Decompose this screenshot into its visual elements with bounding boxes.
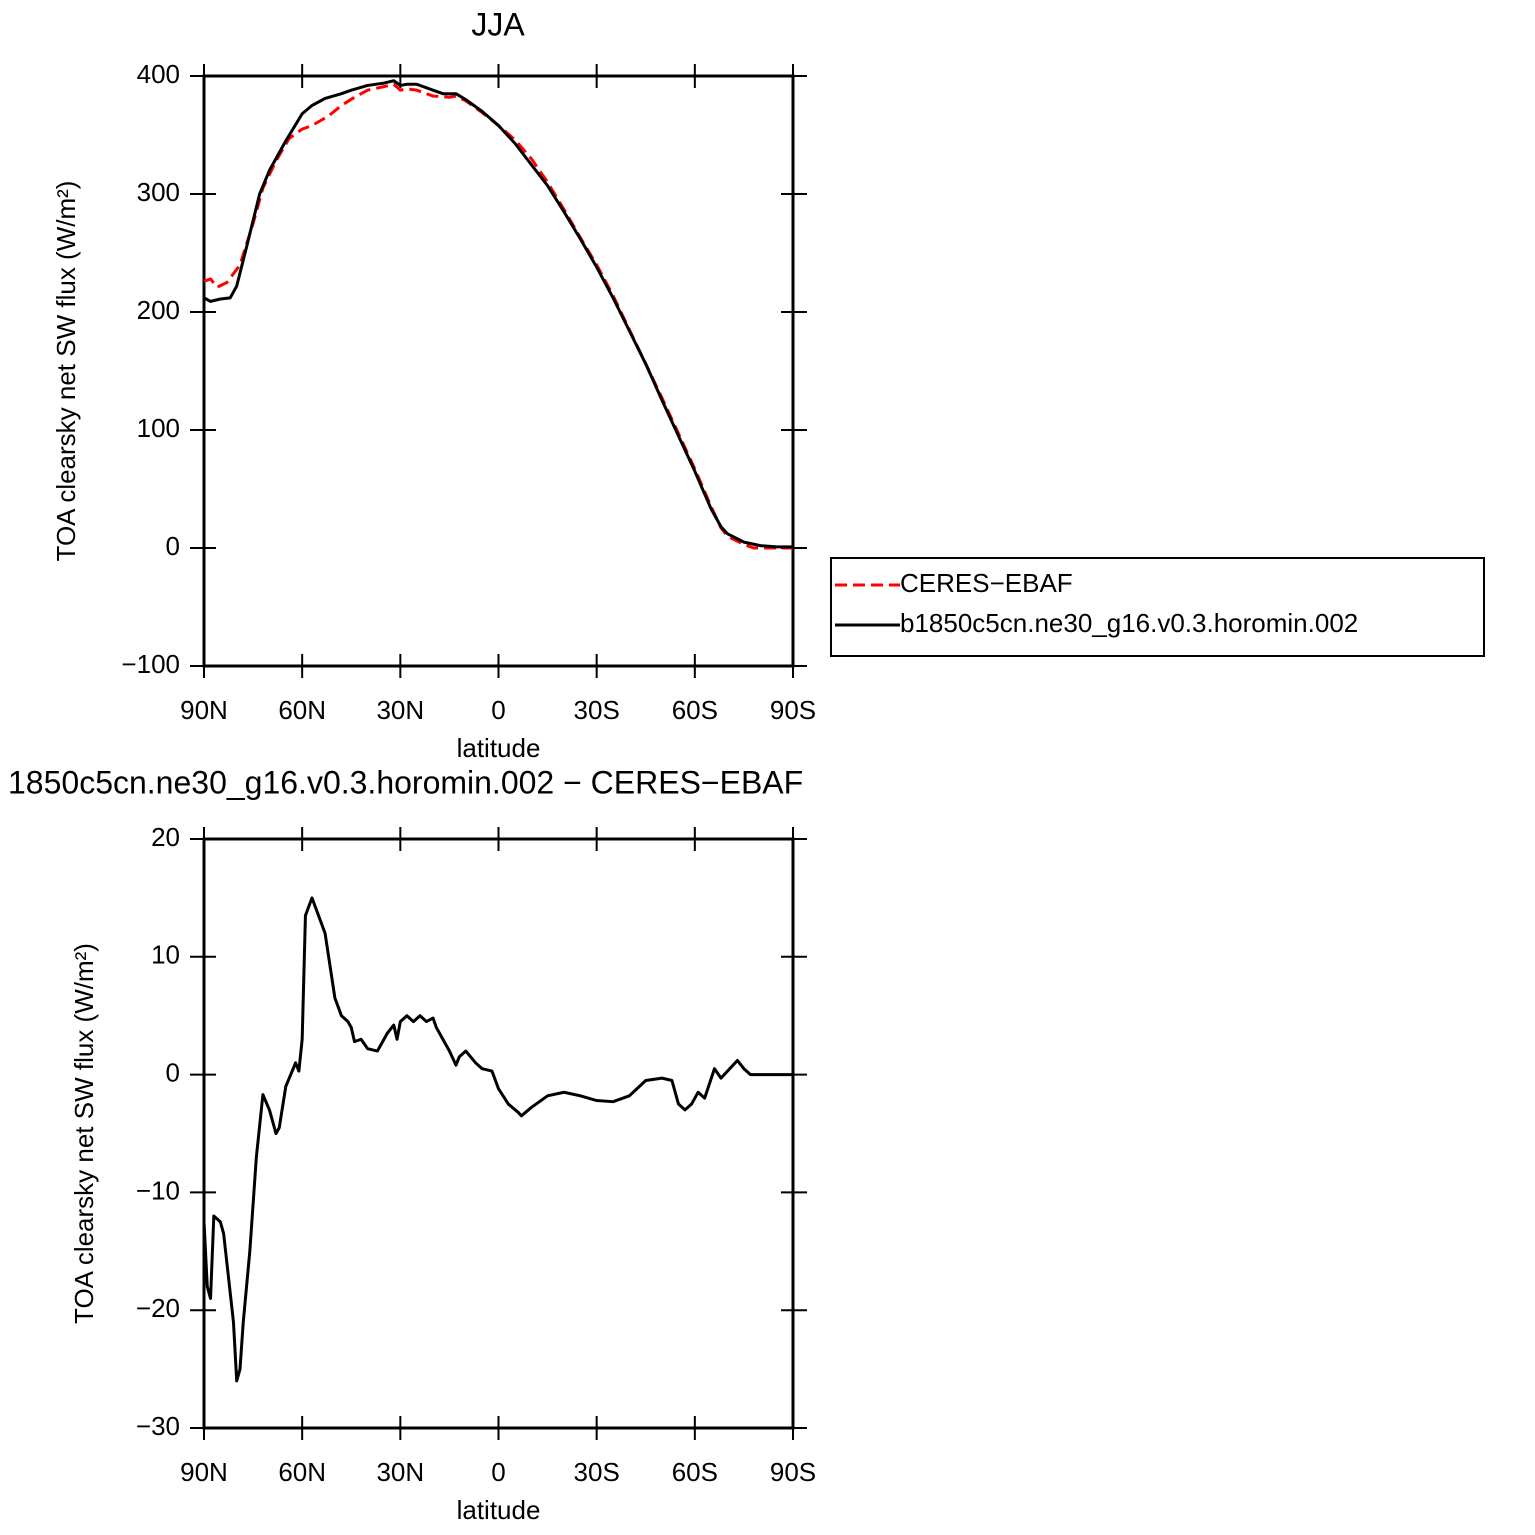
y-tick-label: 100 bbox=[137, 413, 180, 443]
x-tick-label: 90N bbox=[180, 695, 228, 725]
y-tick-label: 10 bbox=[151, 940, 180, 970]
y-tick-label: 300 bbox=[137, 177, 180, 207]
y-axis-label: TOA clearsky net SW flux (W/m²) bbox=[51, 181, 81, 562]
x-tick-label: 60S bbox=[672, 1457, 718, 1487]
x-tick-label: 60N bbox=[278, 1457, 326, 1487]
legend-box bbox=[830, 557, 1485, 657]
y-tick-label: 20 bbox=[151, 822, 180, 852]
x-tick-label: 60S bbox=[672, 695, 718, 725]
y-axis-label: TOA clearsky net SW flux (W/m²) bbox=[69, 943, 99, 1324]
y-tick-label: −10 bbox=[136, 1175, 180, 1205]
x-axis-label: latitude bbox=[457, 733, 541, 763]
x-tick-label: 30N bbox=[376, 695, 424, 725]
y-tick-label: −20 bbox=[136, 1293, 180, 1323]
legend-label: b1850c5cn.ne30_g16.v0.3.horomin.002 bbox=[900, 608, 1358, 638]
y-tick-label: 200 bbox=[137, 295, 180, 325]
x-axis-label: latitude bbox=[457, 1495, 541, 1525]
x-tick-label: 90S bbox=[770, 695, 816, 725]
y-tick-label: 0 bbox=[166, 1057, 180, 1087]
x-tick-label: 0 bbox=[491, 695, 505, 725]
y-tick-label: −30 bbox=[136, 1411, 180, 1441]
x-tick-label: 60N bbox=[278, 695, 326, 725]
x-tick-label: 90S bbox=[770, 1457, 816, 1487]
x-tick-label: 30N bbox=[376, 1457, 424, 1487]
x-tick-label: 90N bbox=[180, 1457, 228, 1487]
y-tick-label: −100 bbox=[121, 649, 180, 679]
plot-frame bbox=[202, 74, 795, 668]
x-tick-label: 0 bbox=[491, 1457, 505, 1487]
plot-frame bbox=[202, 837, 795, 1430]
x-tick-label: 30S bbox=[574, 695, 620, 725]
chart-title: 1850c5cn.ne30_g16.v0.3.horomin.002 − CER… bbox=[8, 764, 803, 800]
data-line bbox=[203, 82, 793, 550]
y-tick-label: 0 bbox=[166, 531, 180, 561]
data-line bbox=[203, 79, 793, 549]
x-tick-label: 30S bbox=[574, 1457, 620, 1487]
chart-title: JJA bbox=[471, 6, 525, 42]
data-line bbox=[202, 896, 793, 1383]
legend-label: CERES−EBAF bbox=[900, 568, 1073, 598]
y-tick-label: 400 bbox=[137, 59, 180, 89]
